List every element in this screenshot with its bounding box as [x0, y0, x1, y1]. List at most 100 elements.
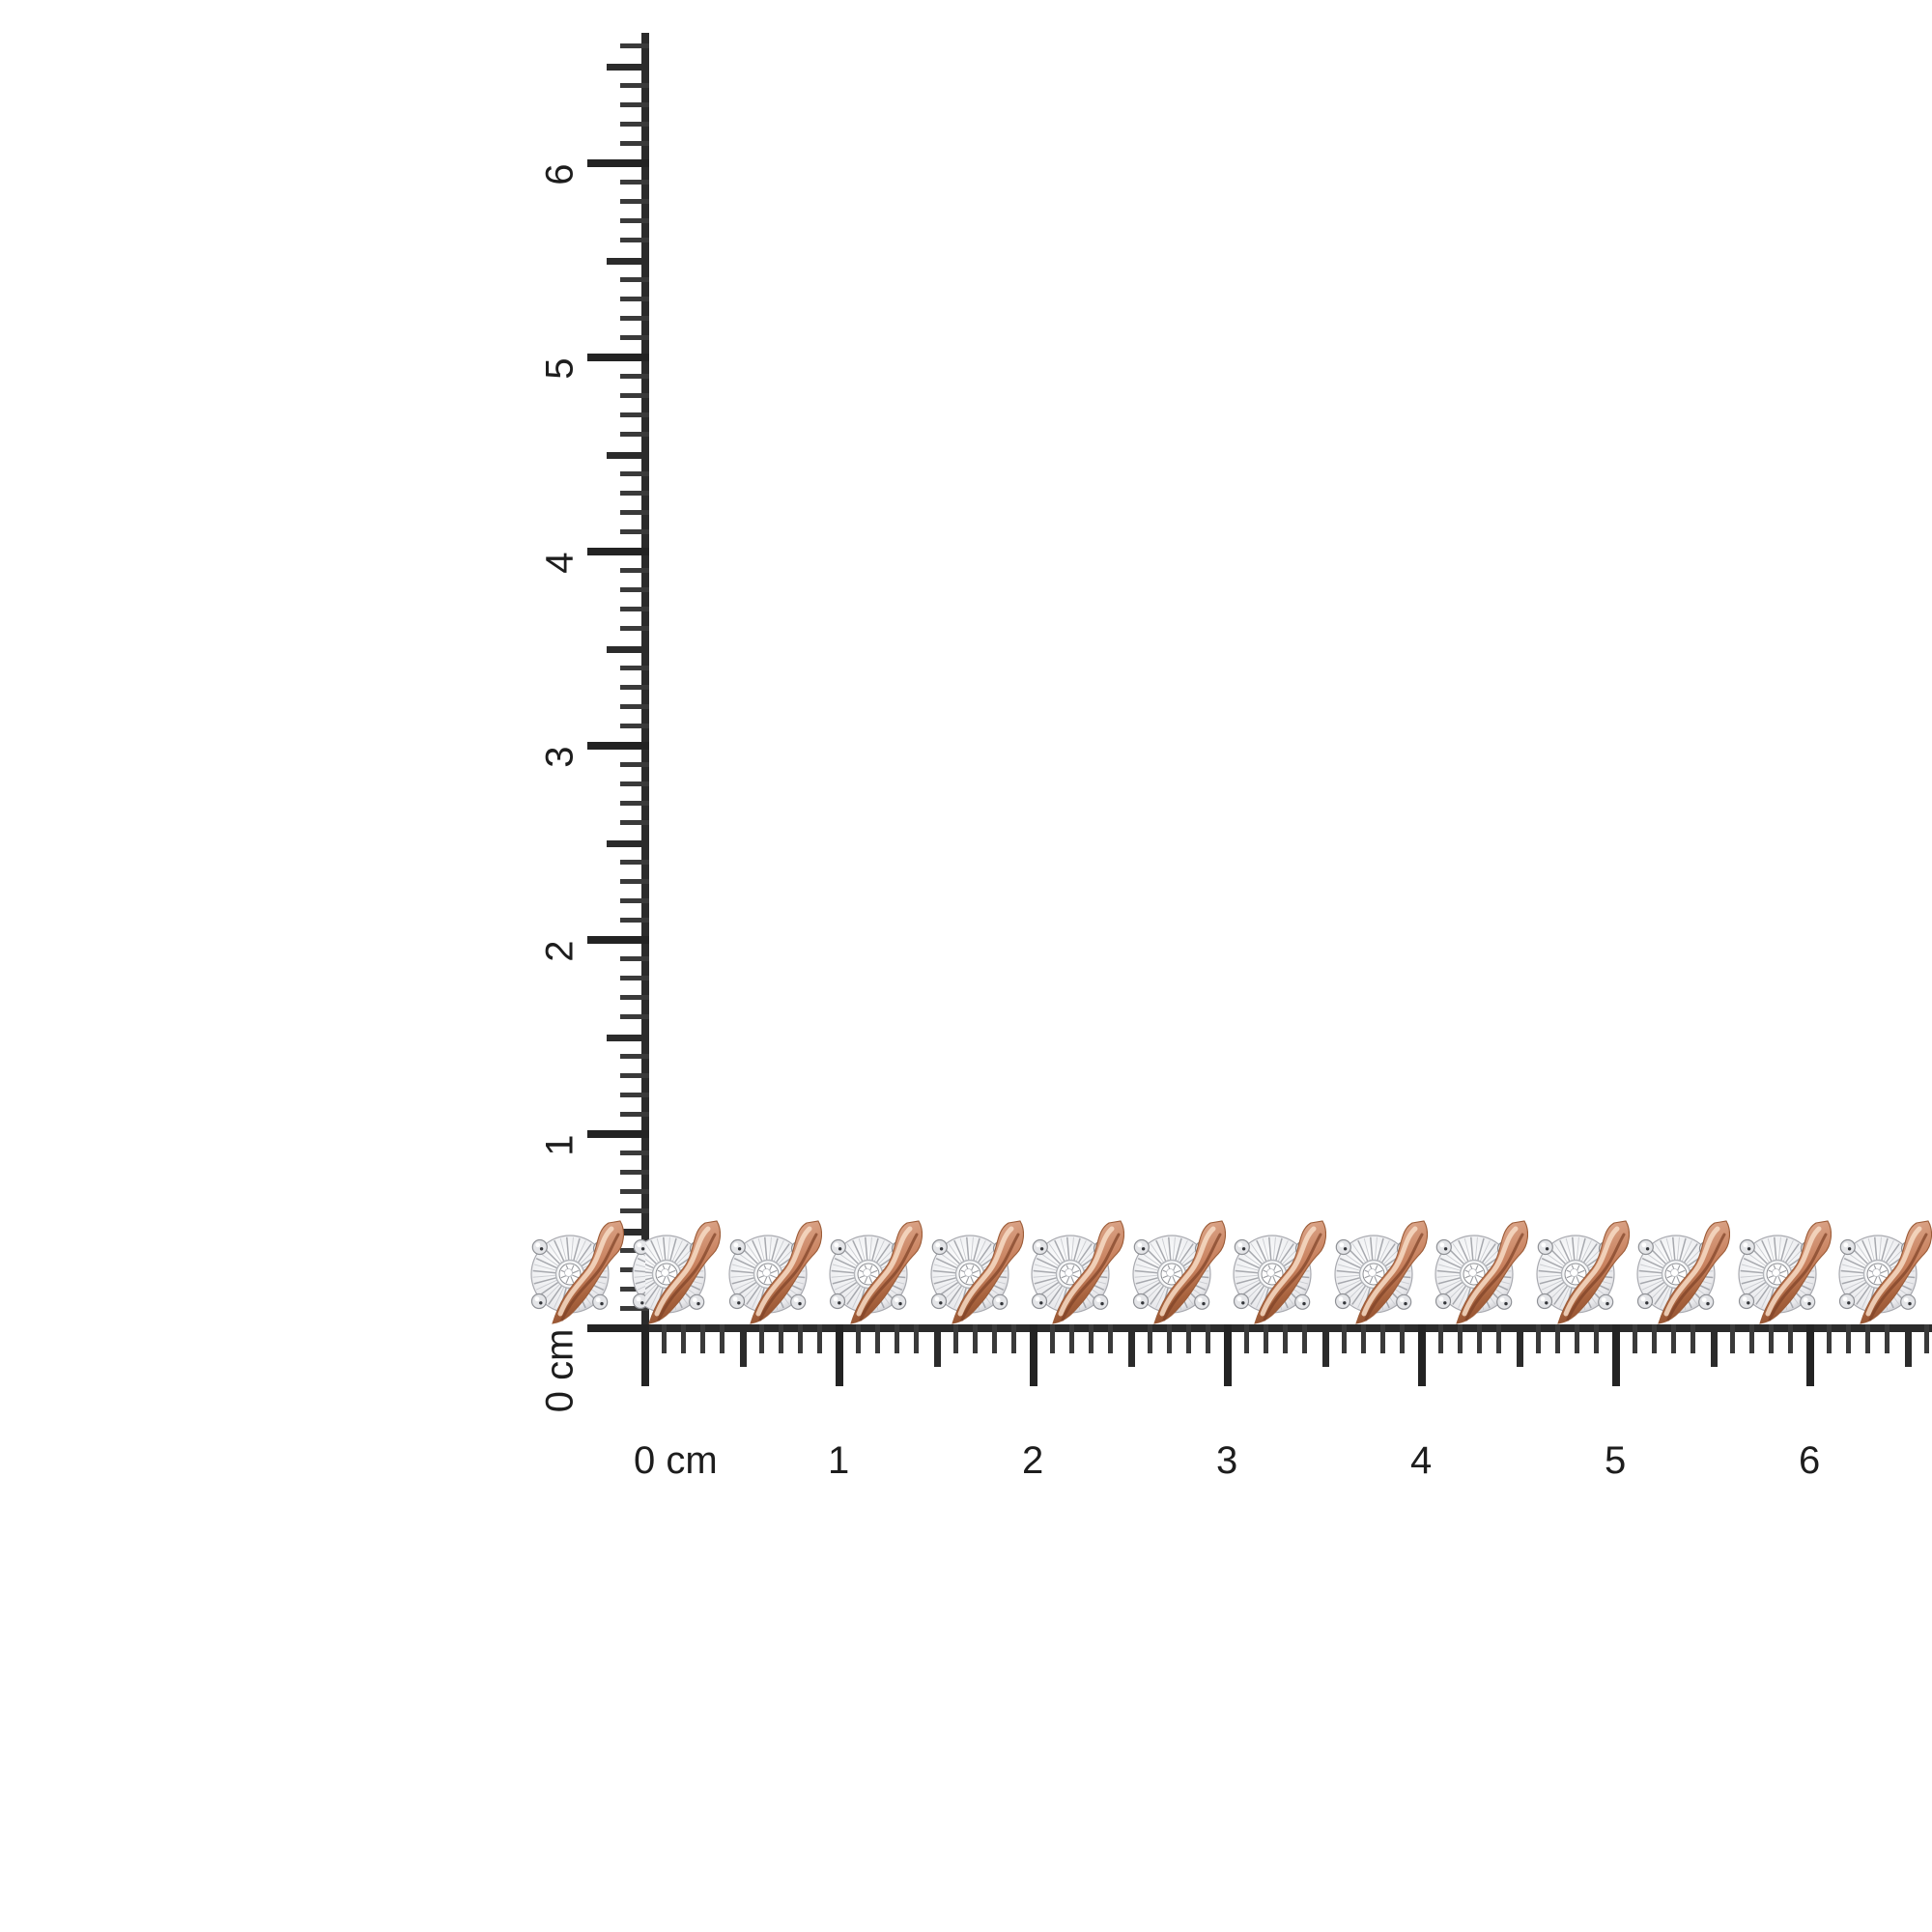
- bracelet-link: [645, 1220, 722, 1324]
- bracelet-link: [1334, 1220, 1428, 1324]
- vertical-tick-minor: [620, 762, 649, 768]
- vertical-tick-mid: [607, 645, 649, 653]
- horizontal-ruler-label: 5: [1605, 1439, 1627, 1482]
- horizontal-tick-minor: [1477, 1324, 1483, 1353]
- horizontal-tick-minor: [1729, 1324, 1735, 1353]
- horizontal-tick-minor: [1379, 1324, 1385, 1353]
- horizontal-tick-minor: [1341, 1324, 1347, 1353]
- bracelet-link-wrapper: [1118, 1215, 1226, 1331]
- vertical-ruler-label: 6: [538, 163, 582, 185]
- horizontal-tick-minor: [1089, 1324, 1094, 1353]
- bracelet-link: [1536, 1220, 1630, 1324]
- vertical-tick-minor: [620, 180, 649, 185]
- horizontal-tick-minor: [991, 1324, 997, 1353]
- vertical-tick-mid: [607, 1228, 649, 1236]
- horizontal-tick-minor: [1787, 1324, 1793, 1353]
- horizontal-tick-major: [1612, 1324, 1620, 1386]
- horizontal-tick-minor: [1768, 1324, 1774, 1353]
- bracelet-link-wrapper: [1925, 1215, 1932, 1331]
- vertical-tick-minor: [620, 140, 649, 146]
- vertical-tick-minor: [620, 1208, 649, 1214]
- bracelet-link: [530, 1220, 625, 1324]
- horizontal-ruler-label: 1: [828, 1439, 850, 1482]
- horizontal-tick-minor: [1458, 1324, 1463, 1353]
- vertical-tick-minor: [620, 1072, 649, 1078]
- vertical-tick-minor: [620, 1014, 649, 1020]
- horizontal-tick-mid: [1904, 1324, 1912, 1367]
- horizontal-tick-minor: [778, 1324, 783, 1353]
- vertical-tick-minor: [620, 432, 649, 438]
- horizontal-tick-minor: [662, 1324, 668, 1353]
- horizontal-ruler-label: 6: [1799, 1439, 1821, 1482]
- horizontal-tick-major: [1224, 1324, 1232, 1386]
- horizontal-tick-minor: [1748, 1324, 1754, 1353]
- horizontal-tick-minor: [1671, 1324, 1677, 1353]
- vertical-tick-minor: [620, 470, 649, 476]
- vertical-tick-minor: [620, 956, 649, 962]
- horizontal-tick-minor: [1264, 1324, 1269, 1353]
- bracelet-link: [1925, 1215, 1932, 1331]
- vertical-tick-major: [587, 742, 649, 750]
- horizontal-tick-major: [1030, 1324, 1037, 1386]
- horizontal-tick-minor: [875, 1324, 881, 1353]
- horizontal-tick-minor: [914, 1324, 920, 1353]
- horizontal-tick-minor: [1574, 1324, 1579, 1353]
- horizontal-tick-major: [641, 1324, 649, 1386]
- vertical-tick-minor: [620, 334, 649, 340]
- horizontal-tick-minor: [952, 1324, 958, 1353]
- horizontal-tick-minor: [700, 1324, 706, 1353]
- horizontal-tick-minor: [1205, 1324, 1210, 1353]
- vertical-tick-minor: [620, 82, 649, 88]
- vertical-tick-minor: [620, 374, 649, 380]
- horizontal-tick-minor: [1166, 1324, 1172, 1353]
- horizontal-tick-mid: [739, 1324, 747, 1367]
- horizontal-tick-major: [1806, 1324, 1814, 1386]
- bracelet-link-wrapper: [1521, 1215, 1630, 1331]
- vertical-tick-mid: [607, 257, 649, 265]
- vertical-ruler-spine: [641, 33, 649, 1332]
- horizontal-tick-minor: [972, 1324, 978, 1353]
- bracelet-link: [1636, 1220, 1731, 1324]
- horizontal-tick-mid: [1127, 1324, 1135, 1367]
- bracelet-link: [631, 1238, 647, 1310]
- horizontal-tick-major: [1418, 1324, 1426, 1386]
- bracelet-link: [829, 1220, 923, 1324]
- horizontal-tick-minor: [1865, 1324, 1871, 1353]
- horizontal-tick-minor: [720, 1324, 725, 1353]
- bracelet-link: [1738, 1220, 1832, 1324]
- horizontal-tick-minor: [1244, 1324, 1250, 1353]
- horizontal-tick-minor: [1108, 1324, 1114, 1353]
- horizontal-tick-minor: [1690, 1324, 1696, 1353]
- vertical-tick-minor: [620, 878, 649, 884]
- vertical-tick-minor: [620, 626, 649, 632]
- vertical-tick-minor: [620, 43, 649, 49]
- horizontal-tick-mid: [1710, 1324, 1718, 1367]
- vertical-tick-minor: [620, 568, 649, 574]
- bracelet-link: [1838, 1220, 1932, 1324]
- vertical-tick-minor: [620, 723, 649, 728]
- horizontal-tick-mid: [933, 1324, 941, 1367]
- horizontal-ruler-label: 0 cm: [634, 1439, 718, 1482]
- vertical-tick-minor: [620, 1305, 649, 1311]
- horizontal-ruler-label: 2: [1022, 1439, 1044, 1482]
- horizontal-ruler-label: 3: [1216, 1439, 1238, 1482]
- vertical-tick-mid: [607, 1034, 649, 1041]
- bracelet-link-wrapper: [617, 1215, 647, 1331]
- vertical-tick-mid: [607, 63, 649, 71]
- horizontal-tick-minor: [1360, 1324, 1366, 1353]
- vertical-tick-major: [587, 1324, 649, 1332]
- vertical-tick-minor: [620, 528, 649, 534]
- vertical-tick-minor: [620, 665, 649, 670]
- vertical-tick-minor: [620, 897, 649, 903]
- vertical-tick-minor: [620, 315, 649, 321]
- vertical-tick-minor: [620, 393, 649, 399]
- horizontal-ruler-label: 4: [1410, 1439, 1433, 1482]
- tennis-bracelet: [645, 1215, 1932, 1331]
- vertical-tick-minor: [620, 412, 649, 418]
- horizontal-tick-minor: [1185, 1324, 1191, 1353]
- bracelet-link-wrapper: [1420, 1215, 1529, 1331]
- horizontal-tick-minor: [1147, 1324, 1152, 1353]
- bracelet-link: [929, 1220, 1024, 1324]
- vertical-tick-minor: [620, 199, 649, 205]
